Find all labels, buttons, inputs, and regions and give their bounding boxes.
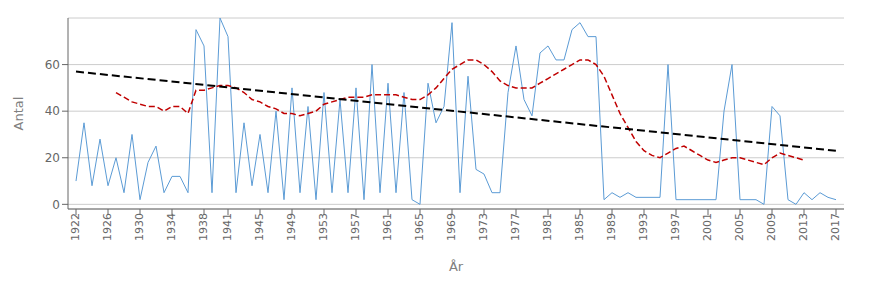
svg-text:År: År [449,259,464,274]
svg-text:2009: 2009 [765,213,778,241]
svg-text:1985: 1985 [573,213,586,241]
svg-text:2001: 2001 [701,213,714,241]
svg-text:40: 40 [45,104,60,118]
svg-text:1997: 1997 [669,213,682,241]
svg-text:1934: 1934 [165,213,178,241]
svg-text:60: 60 [45,58,60,72]
svg-text:1993: 1993 [637,213,650,241]
svg-text:1977: 1977 [509,213,522,241]
svg-text:1981: 1981 [541,213,554,241]
svg-text:1989: 1989 [605,213,618,241]
svg-text:0: 0 [52,198,60,212]
svg-text:2013: 2013 [797,213,810,241]
svg-text:1965: 1965 [413,213,426,241]
svg-text:1945: 1945 [253,213,266,241]
svg-text:1961: 1961 [381,213,394,241]
svg-text:20: 20 [45,151,60,165]
svg-text:Antal: Antal [11,97,26,131]
svg-text:1957: 1957 [349,213,362,241]
svg-text:1953: 1953 [317,213,330,241]
svg-text:2017: 2017 [829,213,842,241]
svg-text:2005: 2005 [733,213,746,241]
svg-text:1926: 1926 [101,213,114,241]
svg-text:1938: 1938 [197,213,210,241]
svg-text:1941: 1941 [221,213,234,241]
svg-text:1949: 1949 [285,213,298,241]
svg-text:1969: 1969 [445,213,458,241]
svg-text:1922: 1922 [69,213,82,241]
svg-text:1973: 1973 [477,213,490,241]
svg-text:1930: 1930 [133,213,146,241]
